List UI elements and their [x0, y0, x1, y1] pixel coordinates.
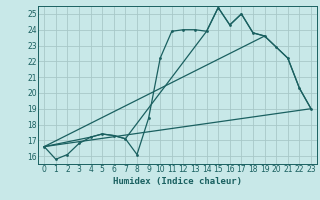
- X-axis label: Humidex (Indice chaleur): Humidex (Indice chaleur): [113, 177, 242, 186]
